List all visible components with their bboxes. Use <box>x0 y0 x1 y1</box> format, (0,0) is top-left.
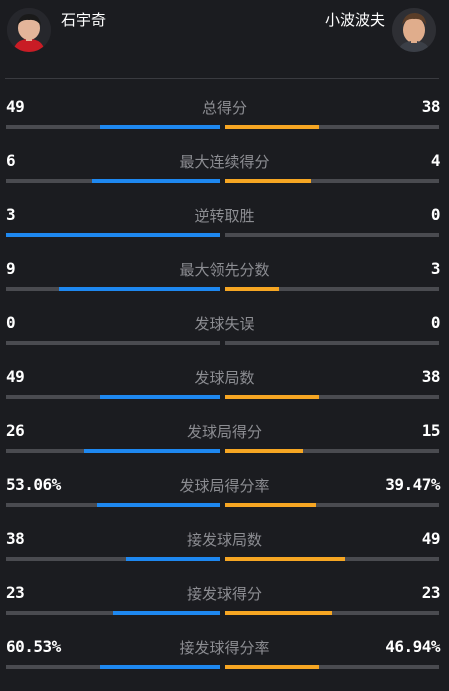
stat-right-value: 4 <box>430 151 441 170</box>
stat-right-bar-track <box>225 557 439 561</box>
stat-right-bar-track <box>225 503 439 507</box>
stat-row: 49 发球局数 38 <box>0 367 449 421</box>
stat-left-bar-fill <box>6 233 220 237</box>
stat-right-value: 15 <box>421 421 441 440</box>
stat-right-bar-fill <box>225 179 311 183</box>
stat-left-bar-fill <box>84 449 220 453</box>
player-left-photo <box>7 8 51 52</box>
player-right-name[interactable]: 小波波夫 <box>324 11 385 29</box>
match-header: 石宇奇 小波波夫 <box>0 0 449 78</box>
stat-row: 26 发球局得分 15 <box>0 421 449 475</box>
stat-right-bar-track <box>225 395 439 399</box>
stat-left-bar-fill <box>100 665 220 669</box>
stat-left-bar-track <box>6 557 220 561</box>
player-right-photo <box>392 8 436 52</box>
stat-left-bar-fill <box>100 125 220 129</box>
stat-left-value: 3 <box>6 205 16 224</box>
stat-label: 逆转取胜 <box>194 207 255 225</box>
stat-right-bar-track <box>225 287 439 291</box>
stat-right-bar-fill <box>225 611 332 615</box>
stat-left-value: 60.53% <box>6 637 61 656</box>
player-right-avatar[interactable] <box>392 8 436 52</box>
stat-row: 49 总得分 38 <box>0 97 449 151</box>
stat-label: 最大领先分数 <box>179 261 270 279</box>
stat-right-bar-track <box>225 233 439 237</box>
stat-left-bar-fill <box>59 287 220 291</box>
stat-right-value: 38 <box>421 367 441 386</box>
stat-row: 60.53% 接发球得分率 46.94% <box>0 637 449 691</box>
stat-left-value: 49 <box>6 367 25 386</box>
stat-right-bar-track <box>225 449 439 453</box>
stat-row: 38 接发球局数 49 <box>0 529 449 583</box>
stat-right-bar-fill <box>225 557 345 561</box>
stat-left-value: 49 <box>6 97 25 116</box>
stat-left-bar-track <box>6 449 220 453</box>
stat-left-bar-track <box>6 233 220 237</box>
player-left-avatar[interactable] <box>7 8 51 52</box>
stat-right-value: 3 <box>430 259 441 278</box>
stat-left-bar-fill <box>126 557 220 561</box>
stat-left-value: 6 <box>6 151 16 170</box>
stat-row: 0 发球失误 0 <box>0 313 449 367</box>
stat-label: 发球失误 <box>194 315 255 333</box>
stat-label: 最大连续得分 <box>179 153 270 171</box>
player-left-name[interactable]: 石宇奇 <box>61 11 107 29</box>
stat-right-value: 0 <box>430 313 441 332</box>
stat-left-bar-track <box>6 665 220 669</box>
stat-left-bar-fill <box>92 179 220 183</box>
stat-left-bar-track <box>6 287 220 291</box>
stat-label: 发球局数 <box>194 369 255 387</box>
stat-label: 发球局得分率 <box>179 477 270 495</box>
stat-label: 接发球得分率 <box>179 639 270 657</box>
stat-right-bar-fill <box>225 665 319 669</box>
stat-right-bar-track <box>225 341 439 345</box>
stat-right-value: 39.47% <box>385 475 440 494</box>
stat-left-value: 23 <box>6 583 25 602</box>
stat-label: 总得分 <box>201 99 247 117</box>
stat-right-bar-track <box>225 665 439 669</box>
stat-left-bar-fill <box>100 395 220 399</box>
stat-right-bar-fill <box>225 287 279 291</box>
stat-left-value: 9 <box>6 259 16 278</box>
stat-left-bar-track <box>6 503 220 507</box>
stat-right-bar-fill <box>225 395 319 399</box>
stat-label: 发球局得分 <box>186 423 262 441</box>
stat-left-bar-track <box>6 395 220 399</box>
stat-left-bar-fill <box>113 611 220 615</box>
stat-right-value: 38 <box>421 97 441 116</box>
stat-left-bar-track <box>6 611 220 615</box>
stat-row: 3 逆转取胜 0 <box>0 205 449 259</box>
stat-row: 23 接发球得分 23 <box>0 583 449 637</box>
stat-left-bar-fill <box>97 503 220 507</box>
stat-left-value: 26 <box>6 421 25 440</box>
stat-right-bar-fill <box>225 125 319 129</box>
stat-left-value: 38 <box>6 529 25 548</box>
header-divider <box>5 78 439 79</box>
stat-right-value: 46.94% <box>385 637 440 656</box>
stat-left-bar-track <box>6 125 220 129</box>
stat-right-bar-fill <box>225 503 316 507</box>
stat-left-bar-track <box>6 179 220 183</box>
stat-right-bar-track <box>225 125 439 129</box>
stat-label: 接发球得分 <box>186 585 262 603</box>
stat-right-value: 0 <box>430 205 441 224</box>
stat-right-bar-track <box>225 179 439 183</box>
stat-left-value: 53.06% <box>6 475 61 494</box>
stat-right-value: 23 <box>421 583 441 602</box>
stat-left-value: 0 <box>6 313 16 332</box>
stat-row: 9 最大领先分数 3 <box>0 259 449 313</box>
stat-right-bar-fill <box>225 449 303 453</box>
stat-row: 6 最大连续得分 4 <box>0 151 449 205</box>
stat-left-bar-track <box>6 341 220 345</box>
stat-right-value: 49 <box>421 529 441 548</box>
stat-row: 53.06% 发球局得分率 39.47% <box>0 475 449 529</box>
stat-label: 接发球局数 <box>186 531 262 549</box>
stat-right-bar-track <box>225 611 439 615</box>
